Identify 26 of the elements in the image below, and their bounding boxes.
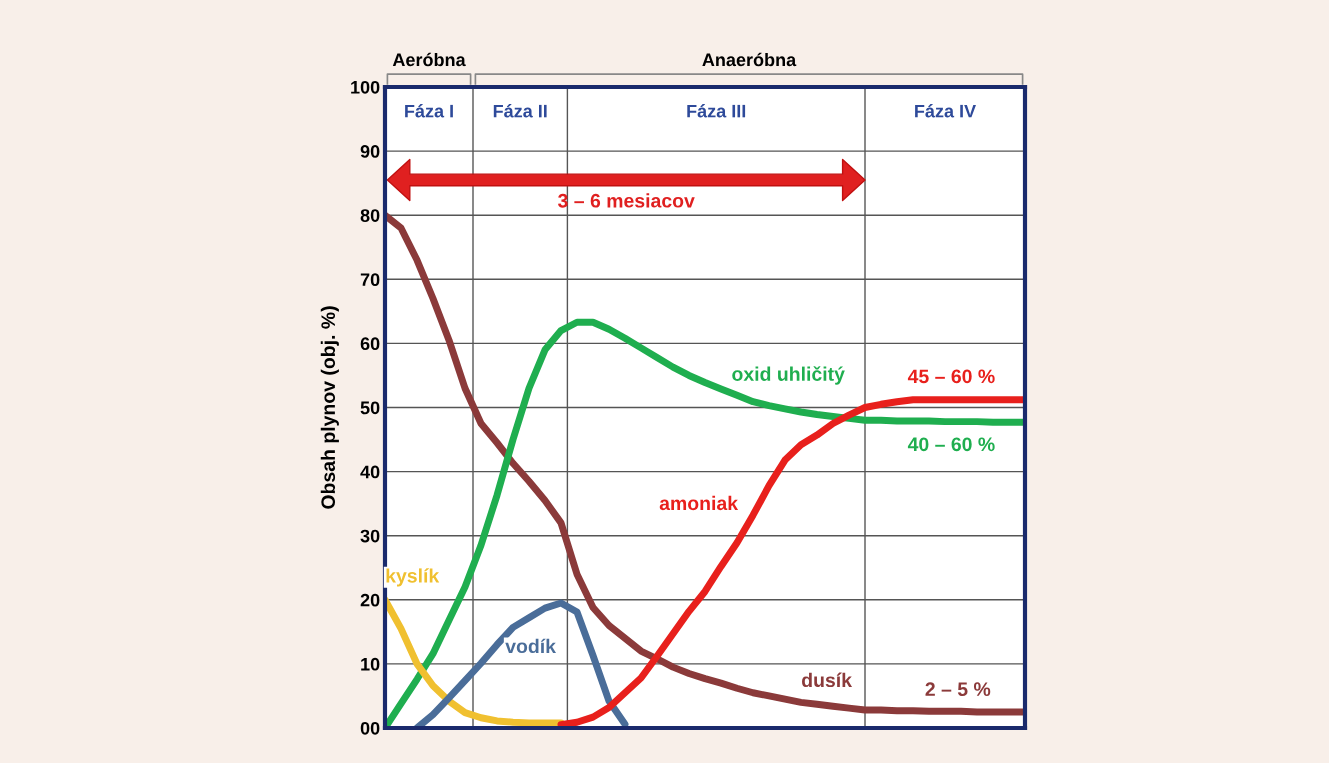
annotation: Fáza I bbox=[405, 104, 453, 118]
annotation: 45 – 60 % bbox=[907, 369, 995, 384]
series-label: kyslík bbox=[386, 568, 440, 587]
annotation: Fáza IV bbox=[915, 104, 976, 118]
series-label: amoniak bbox=[659, 495, 739, 511]
annotation: 40 – 60 % bbox=[907, 437, 995, 452]
y-tick-label: 20 bbox=[360, 593, 380, 607]
series-label: vodík bbox=[505, 638, 557, 654]
y-axis-title: Obsah plynov (obj. %) bbox=[320, 306, 339, 509]
y-tick-label: 00 bbox=[360, 721, 380, 735]
annotation: Fáza III bbox=[687, 104, 746, 118]
y-tick-label: 40 bbox=[360, 465, 380, 479]
y-tick-label: 70 bbox=[360, 273, 380, 287]
y-tick-label: 100 bbox=[351, 80, 380, 94]
annotation: 2 – 5 % bbox=[925, 682, 991, 697]
y-tick-label: 10 bbox=[361, 657, 380, 671]
text: Anaeróbna bbox=[702, 52, 797, 67]
y-tick-label: 50 bbox=[360, 401, 380, 415]
text: Aeróbna bbox=[392, 52, 466, 67]
series-label: oxid uhličitý bbox=[732, 366, 845, 385]
series-label: dusík bbox=[802, 672, 853, 688]
annotation: Fáza II bbox=[493, 104, 547, 118]
y-tick-label: 60 bbox=[360, 337, 380, 351]
y-tick-label: 30 bbox=[360, 529, 380, 543]
y-tick-label: 90 bbox=[360, 145, 380, 158]
y-tick-label: 80 bbox=[360, 209, 380, 222]
